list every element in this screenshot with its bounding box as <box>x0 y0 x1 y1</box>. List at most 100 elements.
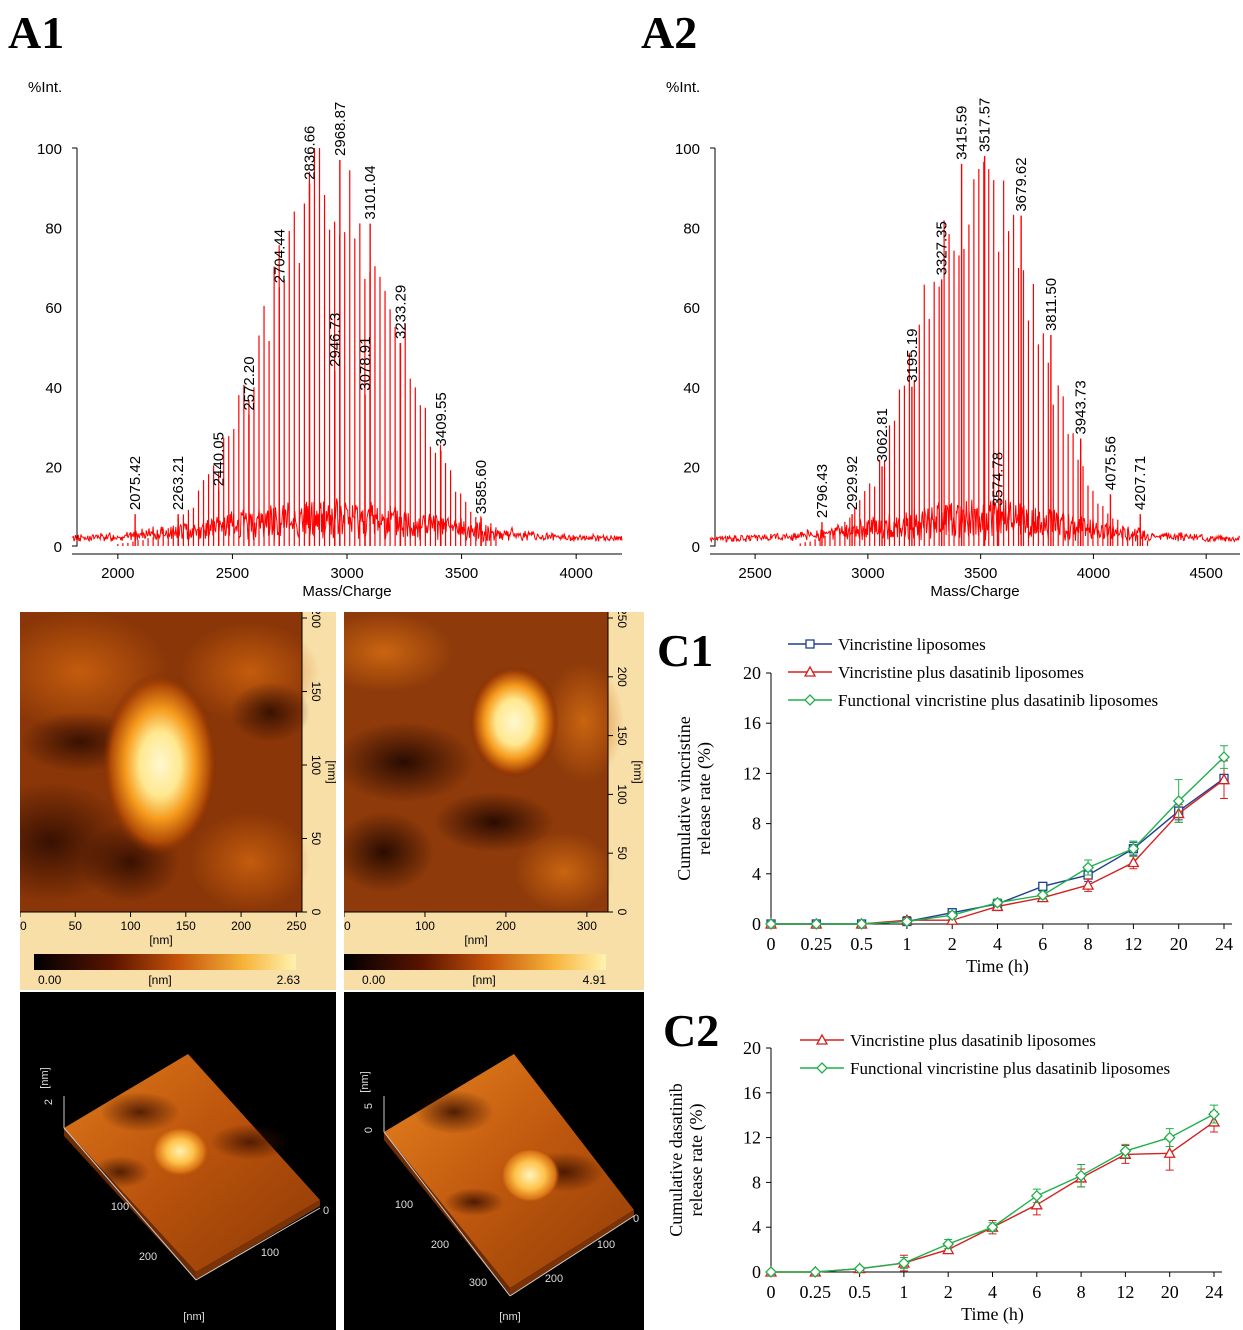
afm-x-tick: 150 <box>176 919 196 933</box>
peak-label: 2075.42 <box>127 456 144 510</box>
colorbar-max: 4.91 <box>583 973 607 987</box>
data-point <box>815 1033 829 1045</box>
x-tick-label: 4 <box>993 934 1002 954</box>
peak-label: 3327.35 <box>934 221 951 275</box>
x-tick-label: 4000 <box>1077 565 1110 582</box>
y-tick-label: 40 <box>45 380 62 397</box>
colorbar-unit: [nm] <box>472 973 495 987</box>
afm-x-tick: 50 <box>69 919 83 933</box>
x-tick-label: 2500 <box>738 565 771 582</box>
y-tick-label: 16 <box>743 1083 761 1103</box>
data-point <box>1127 856 1140 868</box>
series-diamond <box>765 745 1230 930</box>
y-tick-label: 8 <box>752 814 761 834</box>
afm3d-tick-b: 0 <box>633 1213 639 1225</box>
y-tick-label: 80 <box>45 221 62 238</box>
x-tick-label: 1 <box>902 934 911 954</box>
afm3d-z-unit: [nm] <box>39 1067 51 1088</box>
data-point <box>1208 1108 1220 1120</box>
afm-y-unit: [nm] <box>325 760 336 783</box>
y-tick-label: 20 <box>683 459 700 476</box>
data-point <box>853 1262 866 1275</box>
y-tick-label: 12 <box>743 1128 761 1148</box>
x-tick-label: 20 <box>1161 1282 1179 1302</box>
data-point <box>809 1266 822 1278</box>
data-point <box>1081 878 1095 890</box>
peak-label: 2440.05 <box>211 432 228 486</box>
afm3d-tick-a: 100 <box>395 1199 413 1211</box>
x-tick-label: 6 <box>1038 934 1047 954</box>
panel-label-c2: C2 <box>663 1005 720 1056</box>
data-point <box>1030 1189 1043 1202</box>
data-point <box>765 918 777 930</box>
mass-spectrum-a1: %Int. 0 20 40 60 80 100 2000 2500 3000 3500 4000 Mas… <box>28 79 623 600</box>
afm-y-tick: 150 <box>309 681 323 701</box>
peak-label: 3574.78 <box>990 452 1007 506</box>
x-tick-label: 1 <box>899 1282 908 1302</box>
x-axis-label: Mass/Charge <box>302 583 391 600</box>
afm-3d-b1: [nm] 2 100 200 0 100 [nm] <box>20 992 336 1330</box>
data-point <box>1217 773 1231 785</box>
peak-label: 2704.44 <box>271 229 288 283</box>
data-point <box>991 896 1004 909</box>
data-point <box>804 694 816 706</box>
afm-y-tick: 100 <box>615 784 629 804</box>
peak-label: 3233.29 <box>392 285 409 339</box>
afm-y-tick: 50 <box>615 847 629 861</box>
x-tick-label: 24 <box>1205 1282 1223 1302</box>
x-tick-label: 24 <box>1215 934 1233 954</box>
peak-label: 3679.62 <box>1013 157 1030 211</box>
afm-x-tick: 250 <box>286 919 306 933</box>
y-tick-label: 100 <box>37 141 62 158</box>
data-point <box>942 1238 955 1250</box>
y-tick-label: 4 <box>752 1217 761 1237</box>
y-axis-label: Cumulative vincristine <box>674 716 694 880</box>
peak-label: 2968.87 <box>332 102 349 156</box>
y-tick-label: 20 <box>45 459 62 476</box>
afm-y-tick: 150 <box>615 726 629 746</box>
data-point <box>1163 1131 1176 1144</box>
peak-label: 3409.55 <box>433 392 450 446</box>
afm-y-tick: 0 <box>309 909 323 916</box>
x-tick-label: 8 <box>1077 1282 1086 1302</box>
x-axis-label: Mass/Charge <box>930 583 1019 600</box>
peak-label: 2263.21 <box>170 456 187 510</box>
y-tick-label: 0 <box>752 914 761 934</box>
x-tick-label: 2 <box>944 1282 953 1302</box>
afm3d-tick-b: 100 <box>597 1239 615 1251</box>
x-tick-label: 4 <box>988 1282 997 1302</box>
data-point <box>1119 1145 1132 1157</box>
y-tick-label: 0 <box>692 539 700 556</box>
peak-label: 4207.71 <box>1132 456 1149 510</box>
colorbar-max: 2.63 <box>277 973 301 987</box>
data-point <box>1075 1169 1088 1182</box>
afm3d-z-unit: [nm] <box>359 1071 371 1092</box>
peak-label: 2572.20 <box>241 356 258 410</box>
data-point <box>816 1062 828 1074</box>
afm-x-tick: 200 <box>231 919 251 933</box>
data-point <box>1163 1146 1176 1158</box>
afm3d-tick-a: 200 <box>139 1251 157 1263</box>
x-tick-label: 3500 <box>964 565 997 582</box>
data-point <box>946 909 959 922</box>
x-tick-label: 20 <box>1170 934 1188 954</box>
colorbar-unit: [nm] <box>148 973 171 987</box>
afm-y-tick: 0 <box>615 909 629 916</box>
afm-y-tick: 50 <box>309 832 323 846</box>
y-tick-label: 12 <box>743 763 761 783</box>
peak-label: 3585.60 <box>473 460 490 514</box>
panel-label-c1: C1 <box>657 625 714 676</box>
peak-label: 3517.57 <box>977 98 994 152</box>
peak-label: 2796.43 <box>814 464 831 518</box>
afm3d-z-tick0: 0 <box>363 1127 375 1133</box>
afm3d-tick-a: 300 <box>469 1277 487 1289</box>
afm-x-tick: 300 <box>577 919 597 933</box>
peak-label: 3078.91 <box>357 337 374 391</box>
y-axis-label: release rate (%) <box>694 742 715 855</box>
afm3d-tick-b: 100 <box>261 1247 279 1259</box>
y-tick-label: 8 <box>752 1172 761 1192</box>
afm3d-base-unit: [nm] <box>499 1311 520 1323</box>
